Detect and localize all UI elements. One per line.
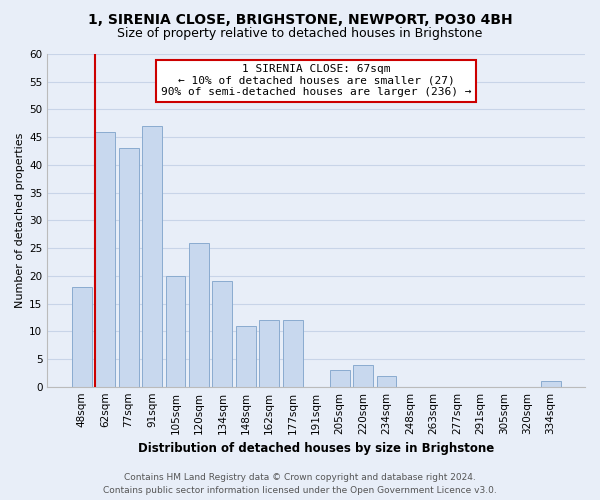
Bar	[119, 148, 139, 386]
Text: 1 SIRENIA CLOSE: 67sqm
← 10% of detached houses are smaller (27)
90% of semi-det: 1 SIRENIA CLOSE: 67sqm ← 10% of detached…	[161, 64, 472, 97]
Bar	[95, 132, 115, 386]
Bar	[377, 376, 397, 386]
Bar	[283, 320, 302, 386]
Bar	[353, 364, 373, 386]
Text: Contains HM Land Registry data © Crown copyright and database right 2024.
Contai: Contains HM Land Registry data © Crown c…	[103, 474, 497, 495]
Bar	[541, 381, 560, 386]
Text: Size of property relative to detached houses in Brighstone: Size of property relative to detached ho…	[118, 28, 482, 40]
Y-axis label: Number of detached properties: Number of detached properties	[15, 132, 25, 308]
Bar	[259, 320, 279, 386]
X-axis label: Distribution of detached houses by size in Brighstone: Distribution of detached houses by size …	[138, 442, 494, 455]
Text: 1, SIRENIA CLOSE, BRIGHSTONE, NEWPORT, PO30 4BH: 1, SIRENIA CLOSE, BRIGHSTONE, NEWPORT, P…	[88, 12, 512, 26]
Bar	[212, 282, 232, 387]
Bar	[166, 276, 185, 386]
Bar	[189, 242, 209, 386]
Bar	[236, 326, 256, 386]
Bar	[72, 287, 92, 386]
Bar	[329, 370, 350, 386]
Bar	[142, 126, 162, 386]
